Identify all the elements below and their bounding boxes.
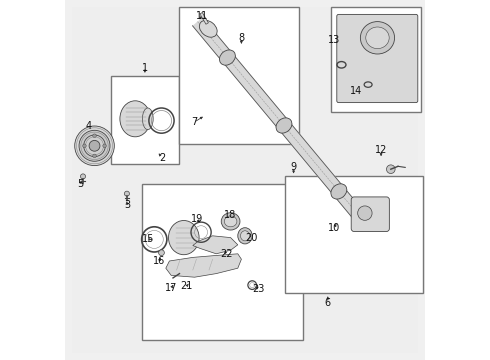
FancyBboxPatch shape xyxy=(337,14,418,103)
Ellipse shape xyxy=(366,27,389,49)
Ellipse shape xyxy=(120,101,150,137)
Ellipse shape xyxy=(331,184,347,199)
Text: 2: 2 xyxy=(159,153,165,163)
Ellipse shape xyxy=(224,216,237,227)
Ellipse shape xyxy=(238,228,252,244)
Text: 3: 3 xyxy=(124,200,130,210)
Ellipse shape xyxy=(276,118,292,133)
Polygon shape xyxy=(193,236,238,254)
Text: 13: 13 xyxy=(328,35,341,45)
Text: 10: 10 xyxy=(328,222,341,233)
Circle shape xyxy=(93,154,97,158)
Text: 7: 7 xyxy=(191,117,197,127)
Text: 19: 19 xyxy=(192,214,204,224)
Circle shape xyxy=(89,140,100,151)
Text: 23: 23 xyxy=(252,284,265,294)
Ellipse shape xyxy=(199,21,217,37)
Text: 20: 20 xyxy=(245,233,258,243)
Circle shape xyxy=(103,144,106,148)
Ellipse shape xyxy=(221,213,240,230)
Circle shape xyxy=(84,135,105,157)
Circle shape xyxy=(159,250,164,256)
Circle shape xyxy=(387,165,395,174)
Text: 12: 12 xyxy=(375,145,387,156)
FancyBboxPatch shape xyxy=(351,197,390,231)
Text: 17: 17 xyxy=(165,283,177,293)
Text: 1: 1 xyxy=(142,63,148,73)
Bar xyxy=(143,184,303,340)
Circle shape xyxy=(93,134,97,138)
Circle shape xyxy=(74,126,114,166)
Ellipse shape xyxy=(169,220,199,255)
Text: 18: 18 xyxy=(224,210,236,220)
Ellipse shape xyxy=(220,50,235,65)
Polygon shape xyxy=(166,254,242,277)
Bar xyxy=(179,7,299,144)
Text: 15: 15 xyxy=(142,234,155,244)
Text: 6: 6 xyxy=(325,298,331,308)
Text: 22: 22 xyxy=(220,249,233,259)
Text: 14: 14 xyxy=(350,86,362,96)
Text: 11: 11 xyxy=(196,11,208,21)
Text: 21: 21 xyxy=(180,281,193,291)
Text: 8: 8 xyxy=(238,33,245,43)
Bar xyxy=(331,7,421,112)
Bar xyxy=(111,76,179,164)
Text: 16: 16 xyxy=(153,256,166,266)
Ellipse shape xyxy=(360,22,394,54)
Text: 9: 9 xyxy=(291,162,296,172)
Bar xyxy=(285,176,423,293)
Ellipse shape xyxy=(241,231,249,241)
Circle shape xyxy=(79,130,110,161)
Text: 4: 4 xyxy=(85,121,92,131)
Circle shape xyxy=(83,144,86,148)
Ellipse shape xyxy=(143,108,153,130)
Text: 5: 5 xyxy=(77,179,83,189)
Circle shape xyxy=(80,174,86,179)
Circle shape xyxy=(124,191,129,196)
Ellipse shape xyxy=(358,206,372,220)
